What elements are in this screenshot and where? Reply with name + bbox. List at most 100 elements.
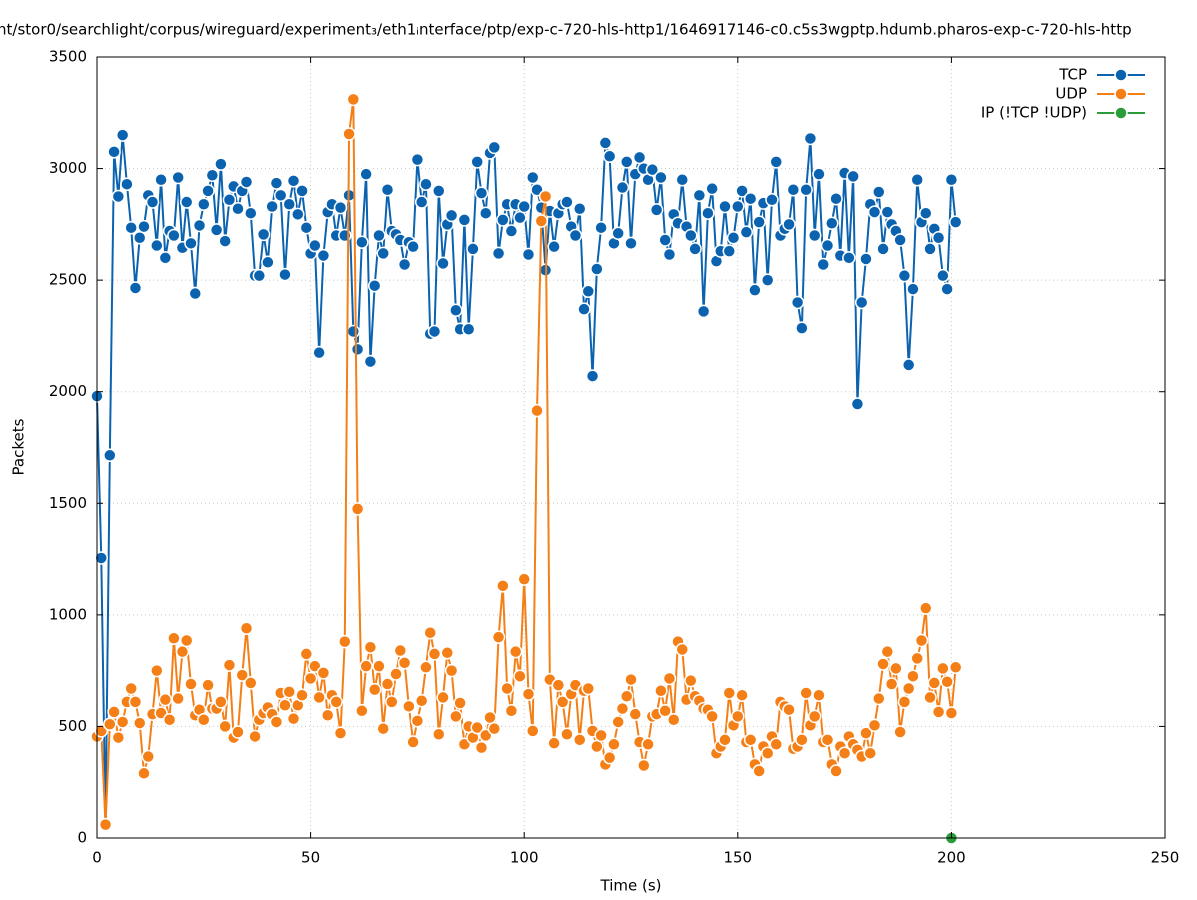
- data-point: [872, 185, 886, 199]
- data-point: [743, 733, 758, 747]
- data-point: [735, 184, 749, 198]
- y-tick-label: 0: [77, 829, 87, 847]
- data-point: [654, 683, 668, 698]
- data-point: [872, 691, 886, 706]
- data-point: [577, 302, 591, 316]
- data-point: [923, 242, 937, 256]
- data-point: [944, 706, 959, 720]
- data-point: [350, 502, 365, 516]
- data-point: [132, 716, 147, 730]
- data-point: [414, 195, 429, 209]
- data-point: [291, 207, 305, 222]
- data-point: [590, 262, 604, 276]
- legend-marker: [1114, 87, 1128, 101]
- data-point: [782, 217, 796, 232]
- data-point: [649, 203, 664, 217]
- data-point: [752, 764, 766, 778]
- data-point: [115, 715, 130, 729]
- data-point: [427, 324, 442, 339]
- data-point: [624, 236, 638, 251]
- data-point: [158, 692, 173, 707]
- data-point: [718, 199, 732, 214]
- data-point: [449, 709, 463, 724]
- data-point: [910, 651, 924, 666]
- data-point: [479, 206, 493, 220]
- data-point: [615, 180, 630, 195]
- data-point: [132, 230, 147, 245]
- data-point: [637, 758, 651, 773]
- data-point: [662, 671, 677, 686]
- data-point: [158, 251, 173, 265]
- data-point: [901, 358, 916, 372]
- data-point: [111, 730, 126, 745]
- data-point: [867, 205, 882, 219]
- data-point: [222, 658, 237, 672]
- data-point: [316, 666, 331, 680]
- data-point: [269, 715, 284, 729]
- data-point: [572, 201, 587, 216]
- data-point: [944, 172, 959, 187]
- data-point: [692, 188, 707, 203]
- data-point: [748, 283, 762, 297]
- legend-label: TCP: [1058, 66, 1087, 84]
- data-point: [867, 718, 882, 733]
- data-point: [880, 644, 895, 659]
- data-point: [525, 170, 540, 185]
- data-point: [760, 746, 775, 760]
- data-point: [239, 175, 254, 189]
- data-point: [419, 660, 433, 675]
- data-point: [278, 698, 292, 712]
- data-point: [175, 644, 190, 659]
- data-point: [115, 128, 130, 142]
- data-point: [906, 669, 920, 683]
- data-point: [859, 252, 873, 266]
- x-tick-label: 200: [937, 849, 966, 867]
- data-point: [286, 174, 301, 188]
- data-point: [201, 678, 215, 692]
- x-tick-label: 150: [723, 849, 752, 867]
- data-point: [436, 256, 450, 271]
- data-point: [799, 183, 813, 197]
- data-point: [487, 721, 502, 736]
- data-point: [722, 244, 737, 258]
- data-point: [662, 247, 677, 262]
- data-point: [504, 704, 519, 718]
- data-point: [171, 170, 185, 185]
- data-point: [517, 199, 531, 214]
- legend-marker: [1114, 68, 1128, 82]
- data-point: [137, 766, 151, 781]
- data-point: [239, 621, 254, 635]
- data-point: [769, 155, 783, 169]
- data-point: [931, 230, 946, 245]
- data-point: [367, 682, 382, 697]
- data-point: [718, 733, 732, 747]
- data-point: [444, 663, 459, 678]
- data-point: [372, 659, 386, 673]
- data-point: [547, 736, 561, 750]
- data-point: [205, 168, 220, 183]
- data-point: [500, 681, 514, 696]
- data-point: [534, 214, 549, 228]
- data-point: [491, 246, 506, 261]
- data-point: [914, 633, 929, 648]
- data-point: [513, 669, 527, 683]
- series-line: [96, 135, 957, 825]
- data-point: [483, 710, 497, 725]
- data-point: [508, 644, 523, 659]
- data-point: [551, 678, 566, 692]
- data-point: [940, 282, 954, 296]
- data-point: [295, 184, 309, 198]
- data-point: [701, 206, 715, 220]
- data-point: [598, 136, 613, 150]
- data-point: [346, 324, 361, 339]
- data-point: [487, 140, 502, 155]
- x-tick-label: 50: [301, 849, 320, 867]
- data-point: [889, 661, 903, 676]
- data-point: [906, 282, 920, 296]
- data-point: [931, 705, 946, 719]
- data-point: [765, 193, 779, 207]
- data-point: [389, 667, 403, 681]
- data-point: [739, 225, 754, 239]
- data-point: [265, 199, 279, 214]
- data-point: [666, 712, 681, 727]
